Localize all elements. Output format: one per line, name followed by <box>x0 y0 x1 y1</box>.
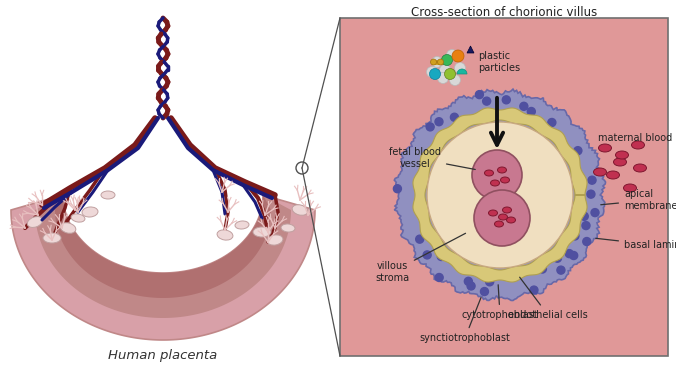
Text: Cross-section of chorionic villus: Cross-section of chorionic villus <box>411 6 597 18</box>
Circle shape <box>565 250 573 258</box>
Ellipse shape <box>485 170 493 176</box>
Ellipse shape <box>498 167 506 173</box>
PathPatch shape <box>35 195 291 318</box>
Ellipse shape <box>623 184 637 192</box>
Circle shape <box>538 265 546 273</box>
Circle shape <box>447 49 458 61</box>
Ellipse shape <box>101 191 115 199</box>
Ellipse shape <box>489 210 498 216</box>
Text: villous
stroma: villous stroma <box>375 233 466 283</box>
Wedge shape <box>457 69 467 74</box>
Ellipse shape <box>616 151 629 159</box>
Ellipse shape <box>27 217 43 227</box>
Circle shape <box>437 72 448 83</box>
Circle shape <box>570 252 578 259</box>
Circle shape <box>439 65 450 76</box>
Circle shape <box>554 254 562 262</box>
Circle shape <box>527 107 535 115</box>
Ellipse shape <box>498 214 508 220</box>
Circle shape <box>426 123 434 131</box>
Circle shape <box>435 118 443 126</box>
Text: fetal blood
vessel: fetal blood vessel <box>389 147 475 169</box>
Circle shape <box>454 62 466 73</box>
Ellipse shape <box>614 158 627 166</box>
Circle shape <box>483 97 491 105</box>
Circle shape <box>452 50 464 62</box>
Ellipse shape <box>281 224 295 232</box>
Circle shape <box>583 238 591 245</box>
Ellipse shape <box>631 141 644 149</box>
Text: basal lamina: basal lamina <box>596 238 676 250</box>
Circle shape <box>437 59 443 65</box>
Circle shape <box>393 185 402 193</box>
Circle shape <box>427 66 437 77</box>
Circle shape <box>588 176 596 184</box>
Circle shape <box>485 278 493 286</box>
PathPatch shape <box>394 89 606 300</box>
Ellipse shape <box>253 227 271 237</box>
Ellipse shape <box>60 223 76 233</box>
Ellipse shape <box>491 180 500 186</box>
Circle shape <box>450 75 460 86</box>
Ellipse shape <box>500 177 510 183</box>
Ellipse shape <box>235 221 249 229</box>
Circle shape <box>441 55 452 66</box>
Circle shape <box>429 69 441 79</box>
Polygon shape <box>467 46 474 53</box>
Circle shape <box>591 208 599 217</box>
Bar <box>340 18 668 356</box>
Text: synctiotrophoblast: synctiotrophoblast <box>420 297 510 343</box>
Circle shape <box>587 190 595 198</box>
Circle shape <box>464 277 473 285</box>
PathPatch shape <box>413 108 587 282</box>
Circle shape <box>582 221 590 230</box>
Circle shape <box>574 146 582 155</box>
Circle shape <box>520 102 528 110</box>
Circle shape <box>475 91 483 99</box>
Circle shape <box>450 113 458 121</box>
Ellipse shape <box>82 207 98 217</box>
Circle shape <box>571 232 579 240</box>
Circle shape <box>423 251 431 259</box>
Ellipse shape <box>495 221 504 227</box>
Circle shape <box>427 122 573 268</box>
Circle shape <box>548 118 556 127</box>
Text: plastic
particles: plastic particles <box>478 51 520 73</box>
Circle shape <box>472 150 522 200</box>
Text: apical
membrane: apical membrane <box>601 189 676 211</box>
Circle shape <box>467 282 475 290</box>
Ellipse shape <box>594 168 606 176</box>
PathPatch shape <box>11 195 315 340</box>
Circle shape <box>474 190 530 246</box>
Ellipse shape <box>217 230 233 240</box>
Circle shape <box>502 96 510 104</box>
Circle shape <box>481 287 489 296</box>
Circle shape <box>431 59 437 65</box>
Text: cytotrophoblast: cytotrophoblast <box>462 285 538 320</box>
Ellipse shape <box>598 144 612 152</box>
Circle shape <box>435 273 443 282</box>
Circle shape <box>437 252 445 261</box>
Circle shape <box>580 212 588 220</box>
Ellipse shape <box>43 233 61 243</box>
Circle shape <box>416 235 424 243</box>
Text: endothelial cells: endothelial cells <box>508 277 588 320</box>
Circle shape <box>557 266 565 274</box>
Ellipse shape <box>506 217 516 223</box>
Ellipse shape <box>606 171 619 179</box>
Circle shape <box>445 69 456 79</box>
Text: maternal blood: maternal blood <box>598 133 672 143</box>
Ellipse shape <box>71 214 85 222</box>
Ellipse shape <box>633 164 646 172</box>
Circle shape <box>431 56 443 68</box>
Text: Human placenta: Human placenta <box>108 348 218 362</box>
Ellipse shape <box>267 235 283 245</box>
Ellipse shape <box>292 205 308 215</box>
Ellipse shape <box>502 207 512 213</box>
Circle shape <box>530 286 538 294</box>
PathPatch shape <box>55 195 271 298</box>
